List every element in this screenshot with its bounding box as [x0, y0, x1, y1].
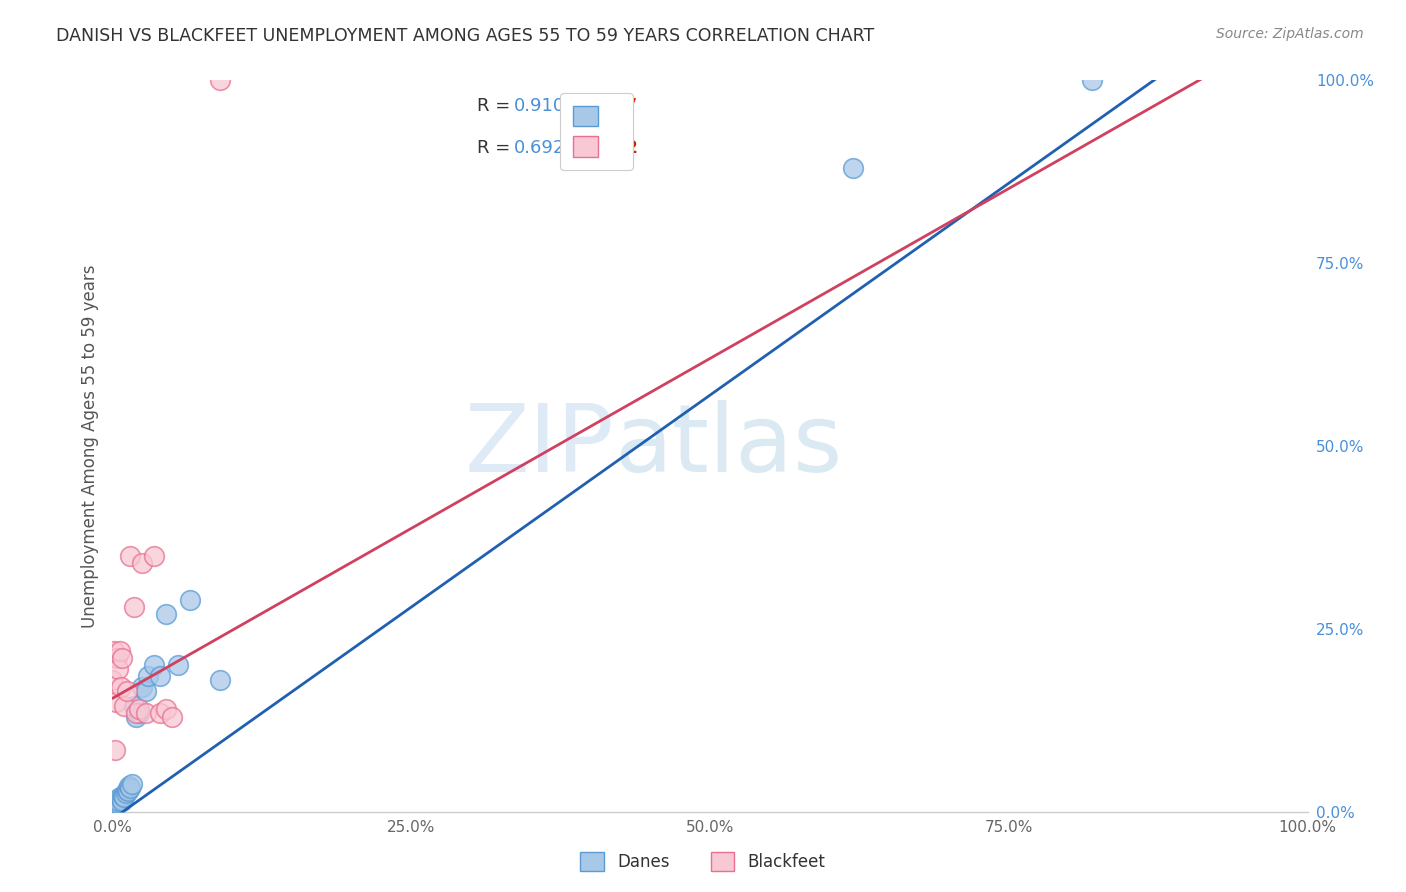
Point: [131, 681, 153, 695]
Point: [105, 794, 128, 808]
Legend:   ,   : ,: [560, 93, 633, 169]
Point: [125, 706, 148, 720]
Point: [104, 798, 127, 813]
Point: [125, 709, 148, 723]
Text: N =: N =: [582, 139, 621, 157]
Point: [128, 706, 150, 720]
Point: [120, 549, 142, 563]
Point: [107, 791, 129, 805]
Point: [121, 777, 143, 791]
Point: [179, 592, 201, 607]
Point: [1081, 73, 1104, 87]
Text: DANISH VS BLACKFEET UNEMPLOYMENT AMONG AGES 55 TO 59 YEARS CORRELATION CHART: DANISH VS BLACKFEET UNEMPLOYMENT AMONG A…: [56, 27, 875, 45]
Point: [111, 794, 134, 808]
Point: [104, 742, 127, 756]
Point: [149, 669, 172, 683]
Point: [103, 801, 125, 815]
Point: [104, 796, 127, 810]
Point: [209, 673, 232, 687]
Point: [131, 556, 153, 570]
Text: 0.692: 0.692: [515, 139, 565, 157]
Point: [101, 673, 124, 687]
Point: [107, 794, 129, 808]
Point: [101, 803, 124, 817]
Point: [122, 698, 145, 713]
Legend: Danes, Blackfeet: Danes, Blackfeet: [572, 843, 834, 880]
Point: [105, 796, 128, 810]
Point: [105, 651, 128, 665]
Point: [135, 706, 157, 720]
Point: [107, 662, 129, 676]
Point: [101, 805, 124, 819]
Point: [111, 651, 134, 665]
Point: [105, 695, 128, 709]
Point: [110, 791, 132, 805]
Text: R =: R =: [477, 97, 516, 115]
Point: [135, 684, 157, 698]
Text: 22: 22: [613, 139, 638, 157]
Text: 37: 37: [613, 97, 638, 115]
Point: [155, 702, 177, 716]
Point: [143, 549, 166, 563]
Point: [108, 644, 131, 658]
Point: [118, 779, 141, 793]
Point: [103, 644, 125, 658]
Point: [143, 658, 166, 673]
Point: [103, 797, 125, 812]
Point: [115, 684, 138, 698]
Text: ZIP: ZIP: [465, 400, 614, 492]
Point: [114, 790, 135, 805]
Point: [112, 789, 135, 803]
Text: 0.910: 0.910: [515, 97, 565, 115]
Point: [128, 702, 150, 716]
Point: [167, 658, 190, 673]
Point: [114, 698, 135, 713]
Point: [122, 599, 145, 614]
Point: [162, 709, 183, 723]
Text: R =: R =: [477, 139, 516, 157]
Point: [842, 161, 865, 175]
Text: N =: N =: [582, 97, 621, 115]
Point: [101, 799, 124, 814]
Point: [117, 784, 139, 798]
Point: [105, 797, 128, 812]
Point: [209, 73, 232, 87]
Point: [120, 781, 142, 796]
Text: atlas: atlas: [614, 400, 842, 492]
Point: [115, 782, 138, 797]
Point: [138, 669, 160, 683]
Y-axis label: Unemployment Among Ages 55 to 59 years: Unemployment Among Ages 55 to 59 years: [80, 264, 98, 628]
Text: Source: ZipAtlas.com: Source: ZipAtlas.com: [1216, 27, 1364, 41]
Point: [155, 607, 177, 622]
Point: [114, 787, 136, 801]
Point: [149, 706, 172, 720]
Point: [110, 681, 132, 695]
Point: [108, 790, 131, 805]
